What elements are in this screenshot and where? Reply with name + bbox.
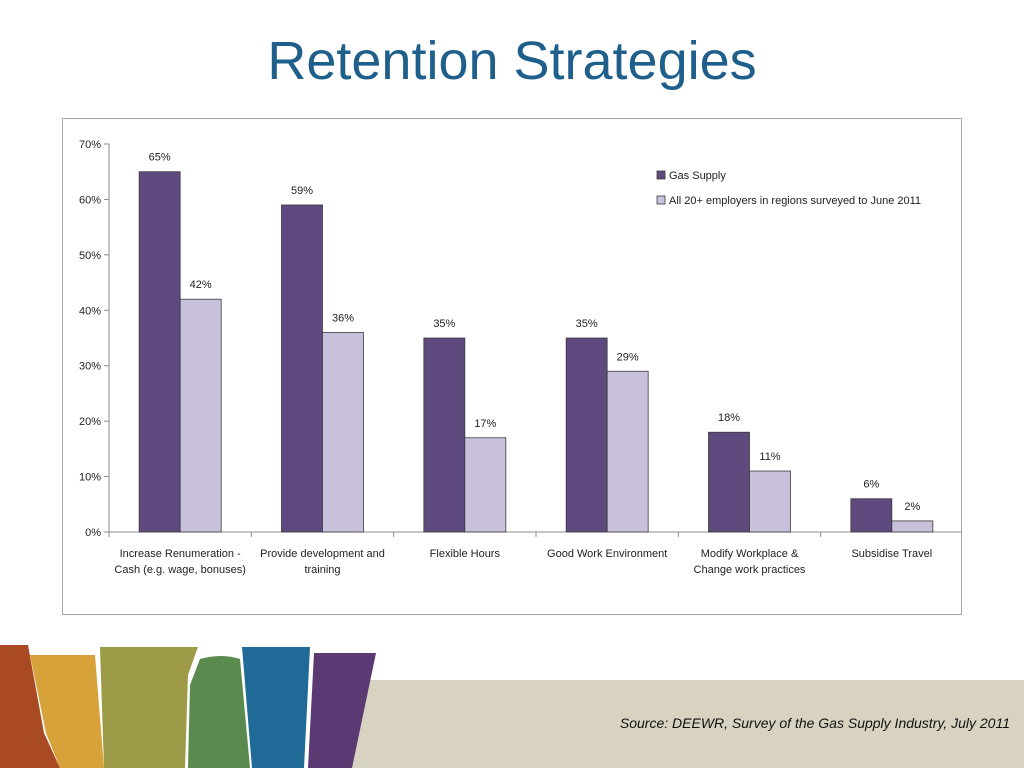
- data-label: 17%: [474, 418, 496, 430]
- data-label: 6%: [863, 479, 879, 491]
- x-tick-label: training: [304, 564, 340, 576]
- x-tick-label: Good Work Environment: [547, 548, 667, 560]
- y-tick-label: 60%: [79, 194, 101, 206]
- chart-frame: 0% 10% 20% 30% 40% 50% 60% 70% 65% 42% Increase Re…: [62, 118, 962, 615]
- bar-all-employers: [322, 332, 364, 533]
- bar-gas-supply: [138, 171, 181, 533]
- bar-gas-supply: [565, 337, 608, 533]
- y-tick-label: 30%: [79, 361, 101, 373]
- y-tick-label: 40%: [79, 305, 101, 317]
- data-label: 42%: [190, 279, 212, 291]
- bar-gas-supply: [281, 204, 323, 533]
- slide-title: Retention Strategies: [267, 31, 757, 91]
- bar-all-employers: [606, 370, 649, 533]
- y-tick-label: 0%: [85, 527, 101, 539]
- x-tick-label: Provide development and: [260, 548, 385, 560]
- footer-stripe-3: [100, 647, 198, 768]
- x-tick-label: Increase Renumeration -: [120, 548, 241, 560]
- legend-swatch: [656, 170, 666, 180]
- footer-band: [330, 680, 1024, 768]
- data-label: 59%: [291, 185, 313, 197]
- bar-all-employers: [891, 520, 934, 533]
- y-tick-label: 10%: [79, 472, 101, 484]
- bar-all-employers: [749, 470, 791, 533]
- x-tick-label: Change work practices: [694, 564, 806, 576]
- data-label: 36%: [332, 312, 354, 324]
- footer-stripe-1: [0, 645, 60, 768]
- footer-stripe-4: [188, 656, 250, 768]
- data-label: 11%: [759, 451, 780, 463]
- footer-stripe-5: [242, 647, 310, 768]
- bar-chart: 0% 10% 20% 30% 40% 50% 60% 70% 65% 42% Increase Re…: [79, 139, 961, 576]
- y-tick-label: 20%: [79, 416, 101, 428]
- data-label: 18%: [718, 412, 740, 424]
- x-tick-label: Subsidise Travel: [851, 548, 932, 560]
- bar-all-employers: [179, 298, 222, 533]
- data-label: 35%: [576, 318, 598, 330]
- bar-all-employers: [464, 437, 507, 533]
- x-tick-label: Modify Workplace &: [701, 548, 799, 560]
- bar-gas-supply: [423, 337, 466, 533]
- footer-stripe-6: [308, 653, 376, 768]
- data-label: 29%: [617, 351, 639, 363]
- footer-decoration: [0, 645, 1024, 768]
- y-tick-label: 50%: [79, 250, 101, 262]
- legend-label: All 20+ employers in regions surveyed to…: [669, 195, 921, 207]
- legend-label: Gas Supply: [669, 170, 726, 182]
- footer-stripe-2: [30, 655, 104, 768]
- bar-gas-supply: [708, 431, 750, 533]
- x-tick-label: Flexible Hours: [430, 548, 501, 560]
- data-label: 35%: [433, 318, 455, 330]
- y-tick-label: 70%: [79, 139, 101, 151]
- bar-gas-supply: [850, 498, 893, 533]
- x-tick-label: Cash (e.g. wage, bonuses): [114, 564, 245, 576]
- source-caption: Source: DEEWR, Survey of the Gas Supply …: [619, 715, 1010, 731]
- data-label: 65%: [149, 152, 171, 164]
- legend-swatch: [656, 195, 666, 205]
- data-label: 2%: [904, 501, 920, 513]
